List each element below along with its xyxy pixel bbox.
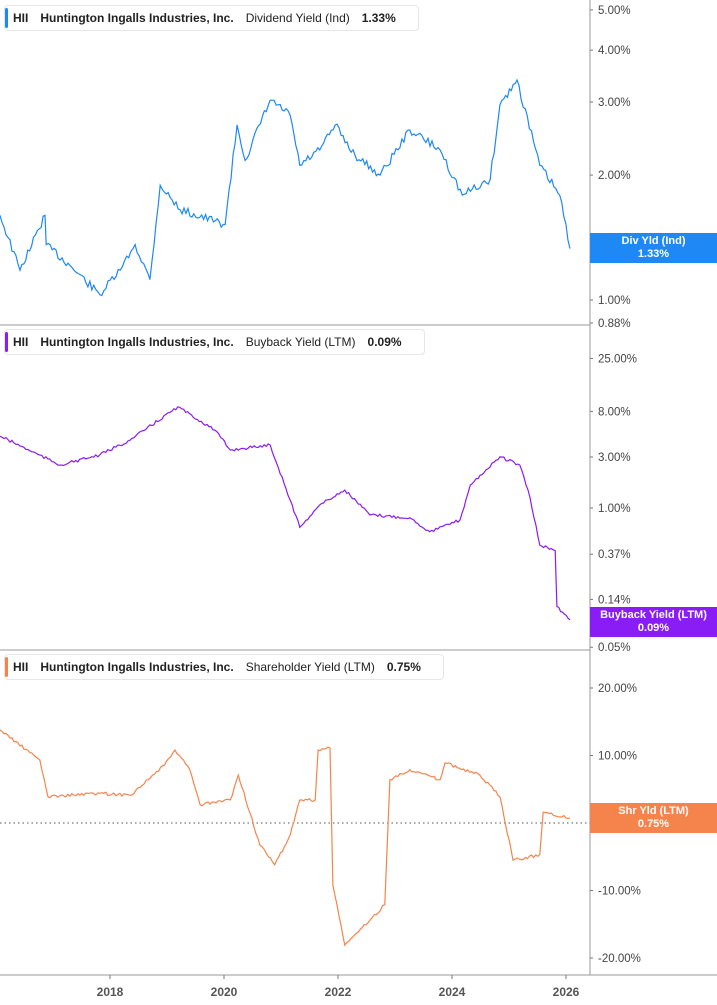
legend-buyback-yield[interactable]: HII Huntington Ingalls Industries, Inc. … (4, 329, 425, 355)
y-tick-label: 0.88% (598, 318, 631, 330)
legend-ticker: HII (13, 660, 29, 674)
y-tick-label: -10.00% (598, 886, 641, 898)
y-tick-label: 2.00% (598, 170, 631, 182)
y-tick-label: 3.00% (598, 97, 631, 109)
y-tick-label: 20.00% (598, 683, 637, 695)
tag-value: 0.09% (637, 622, 670, 634)
legend-company: Huntington Ingalls Industries, Inc. (40, 335, 234, 349)
legend-metric: Buyback Yield (LTM) (245, 335, 356, 349)
tag-label: Shr Yld (LTM) (618, 805, 689, 817)
y-tick-label: 0.14% (598, 594, 631, 606)
tag-label: Div Yld (Ind) (621, 235, 686, 247)
y-tick-label: 25.00% (598, 353, 637, 365)
y-tick-label: 5.00% (598, 5, 631, 17)
last-value-tag-dividend: Div Yld (Ind) 1.33% (590, 233, 717, 263)
legend-metric: Dividend Yield (Ind) (245, 11, 350, 25)
legend-color-bar (5, 657, 8, 677)
y-tick-label: 8.00% (598, 406, 631, 418)
tag-value: 1.33% (637, 248, 670, 260)
y-tick-label: 4.00% (598, 45, 631, 57)
x-tick-label: 2022 (325, 985, 352, 999)
legend-value: 0.09% (367, 335, 402, 349)
last-value-tag-buyback: Buyback Yield (LTM) 0.09% (590, 607, 717, 637)
legend-shareholder-yield[interactable]: HII Huntington Ingalls Industries, Inc. … (4, 654, 444, 680)
legend-metric: Shareholder Yield (LTM) (245, 660, 375, 674)
y-tick-label: 0.05% (598, 642, 631, 654)
x-tick-label: 2024 (439, 985, 466, 999)
y-tick-label: 1.00% (598, 503, 631, 515)
legend-color-bar (5, 8, 8, 28)
series-line-1 (0, 406, 571, 621)
legend-ticker: HII (13, 335, 29, 349)
legend-value: 1.33% (361, 11, 396, 25)
x-tick-label: 2026 (553, 985, 580, 999)
legend-company: Huntington Ingalls Industries, Inc. (40, 660, 234, 674)
y-tick-label: -20.00% (598, 953, 641, 965)
series-line-0 (0, 78, 571, 297)
y-tick-label: 10.00% (598, 751, 637, 763)
y-tick-label: 0.37% (598, 549, 631, 561)
legend-company: Huntington Ingalls Industries, Inc. (40, 11, 234, 25)
y-tick-label: 1.00% (598, 295, 631, 307)
legend-ticker: HII (13, 11, 29, 25)
tag-value: 0.75% (637, 818, 670, 830)
x-tick-label: 2018 (97, 985, 124, 999)
y-tick-label: 3.00% (598, 452, 631, 464)
x-tick-label: 2020 (211, 985, 238, 999)
tag-label: Buyback Yield (LTM) (600, 609, 707, 621)
last-value-tag-shareholder: Shr Yld (LTM) 0.75% (590, 803, 717, 833)
legend-color-bar (5, 332, 8, 352)
series-line-2 (0, 729, 571, 947)
legend-value: 0.75% (386, 660, 421, 674)
legend-dividend-yield[interactable]: HII Huntington Ingalls Industries, Inc. … (4, 5, 419, 31)
